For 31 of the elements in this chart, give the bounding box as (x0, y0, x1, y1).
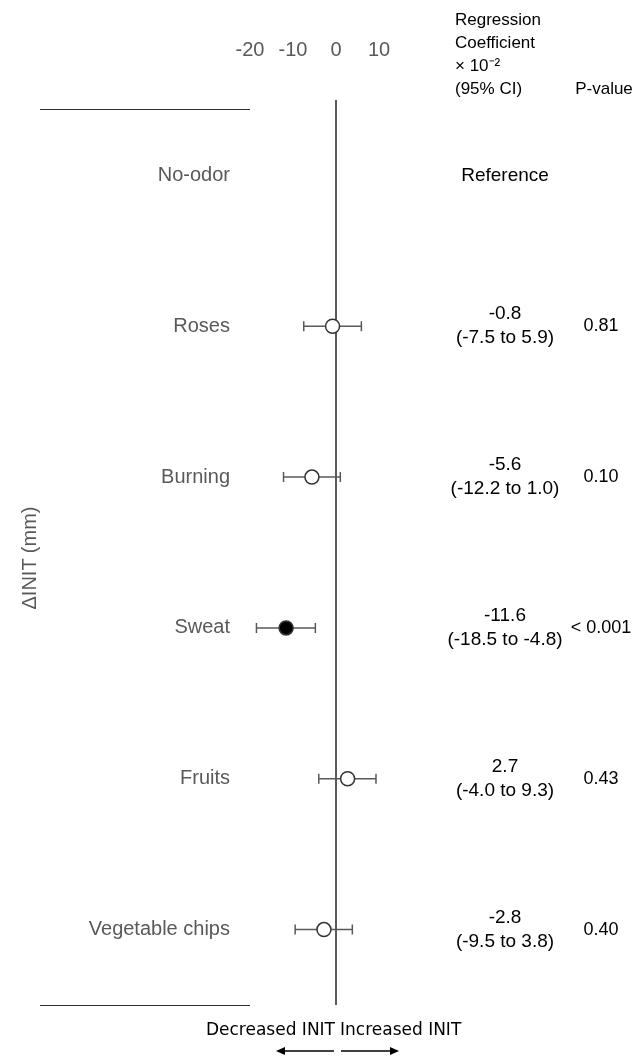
y-tick-label: Fruits (180, 766, 230, 789)
data-label: -11.6 (-18.5 to -4.8) (447, 604, 563, 650)
text: Decreased INIT (205, 1019, 336, 1040)
x-tick-label: 0 (330, 37, 342, 60)
text: Reference (461, 163, 549, 185)
y-tick-label: Vegetable chips (88, 917, 230, 940)
text: Increased INIT (340, 1019, 462, 1040)
text: 0.81 (583, 315, 619, 336)
y-tick-label: No-odor (157, 162, 231, 185)
point (316, 921, 332, 938)
data-label: -2.8 (-9.5 to 3.8) (455, 905, 555, 951)
x-tick-label: 10 (367, 37, 391, 60)
text: < 0.001 (570, 616, 632, 637)
point (304, 469, 320, 485)
y-tick-label: Sweat (174, 615, 231, 638)
y-tick-label: Burning (161, 464, 230, 487)
y-tick-label: Roses (173, 313, 230, 336)
text: 0.43 (583, 767, 619, 788)
point (324, 318, 341, 334)
data-label: 2.7 (-4.0 to 9.3) (455, 754, 555, 800)
text: 0.40 (583, 918, 619, 939)
x-tick-label: -10 (278, 37, 308, 60)
x-tick-label: -20 (235, 37, 265, 60)
data-label: -0.8 (-7.5 to 5.9) (455, 302, 555, 348)
text: P-value (575, 78, 633, 98)
point (339, 771, 356, 787)
text: 0.10 (583, 466, 619, 487)
y-axis-title: ΔINIT (mm) (17, 506, 40, 610)
data-label: -5.6 (-12.2 to 1.0) (450, 453, 560, 499)
text: Regression Coefficient × 10⁻² (95% CI) (455, 9, 541, 98)
point (278, 620, 294, 636)
